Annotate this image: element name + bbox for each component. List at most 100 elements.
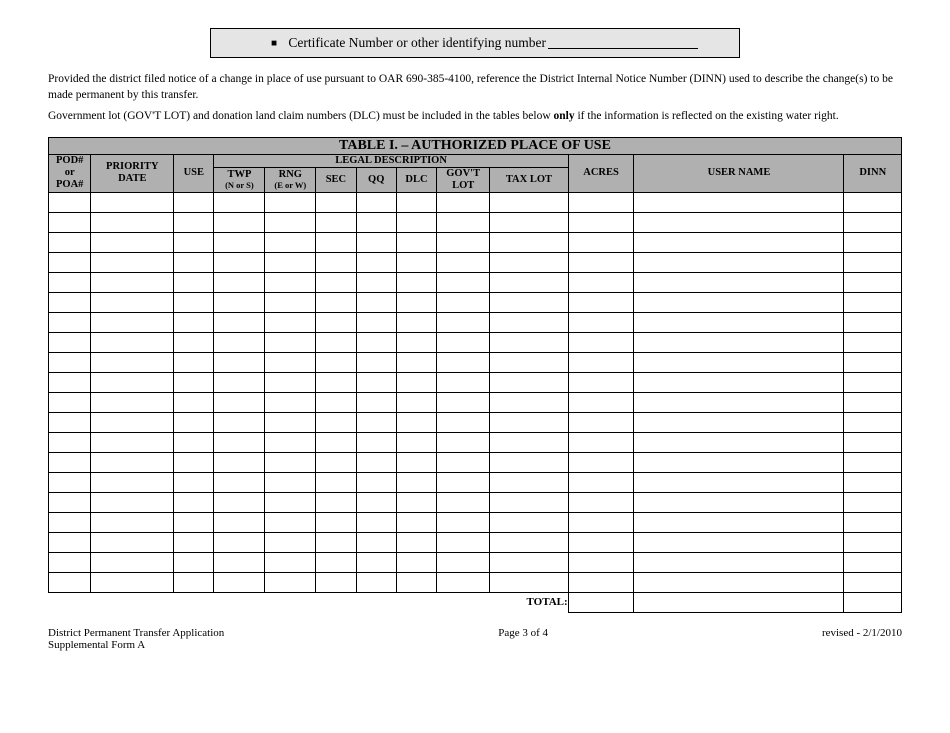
table-cell[interactable]: [634, 192, 844, 212]
table-cell[interactable]: [490, 212, 569, 232]
table-cell[interactable]: [844, 532, 902, 552]
table-cell[interactable]: [174, 352, 214, 372]
table-cell[interactable]: [214, 512, 265, 532]
table-cell[interactable]: [634, 312, 844, 332]
table-cell[interactable]: [91, 472, 174, 492]
table-cell[interactable]: [568, 432, 634, 452]
table-cell[interactable]: [91, 432, 174, 452]
table-cell[interactable]: [49, 412, 91, 432]
table-cell[interactable]: [316, 192, 356, 212]
table-cell[interactable]: [490, 392, 569, 412]
table-cell[interactable]: [91, 512, 174, 532]
table-cell[interactable]: [490, 432, 569, 452]
table-cell[interactable]: [844, 272, 902, 292]
table-cell[interactable]: [316, 352, 356, 372]
table-cell[interactable]: [265, 272, 316, 292]
table-cell[interactable]: [174, 232, 214, 252]
table-cell[interactable]: [265, 212, 316, 232]
table-cell[interactable]: [316, 412, 356, 432]
table-cell[interactable]: [316, 472, 356, 492]
table-cell[interactable]: [356, 252, 396, 272]
table-cell[interactable]: [396, 472, 436, 492]
table-cell[interactable]: [634, 532, 844, 552]
table-cell[interactable]: [91, 252, 174, 272]
table-cell[interactable]: [49, 352, 91, 372]
table-cell[interactable]: [214, 392, 265, 412]
table-cell[interactable]: [49, 192, 91, 212]
table-cell[interactable]: [396, 272, 436, 292]
table-cell[interactable]: [437, 492, 490, 512]
table-cell[interactable]: [568, 492, 634, 512]
table-cell[interactable]: [844, 352, 902, 372]
table-cell[interactable]: [356, 432, 396, 452]
table-cell[interactable]: [214, 252, 265, 272]
table-cell[interactable]: [214, 212, 265, 232]
table-cell[interactable]: [437, 532, 490, 552]
table-cell[interactable]: [844, 492, 902, 512]
table-cell[interactable]: [490, 232, 569, 252]
table-cell[interactable]: [490, 512, 569, 532]
table-cell[interactable]: [91, 412, 174, 432]
table-cell[interactable]: [316, 312, 356, 332]
table-cell[interactable]: [265, 452, 316, 472]
table-cell[interactable]: [396, 492, 436, 512]
table-cell[interactable]: [634, 292, 844, 312]
table-cell[interactable]: [49, 452, 91, 472]
total-cell[interactable]: [634, 592, 844, 612]
table-cell[interactable]: [316, 332, 356, 352]
table-cell[interactable]: [316, 292, 356, 312]
table-cell[interactable]: [568, 312, 634, 332]
table-cell[interactable]: [356, 272, 396, 292]
table-cell[interactable]: [396, 532, 436, 552]
table-cell[interactable]: [214, 432, 265, 452]
table-cell[interactable]: [49, 432, 91, 452]
table-cell[interactable]: [437, 392, 490, 412]
table-cell[interactable]: [265, 372, 316, 392]
table-cell[interactable]: [174, 512, 214, 532]
table-cell[interactable]: [174, 572, 214, 592]
table-cell[interactable]: [174, 192, 214, 212]
table-cell[interactable]: [356, 512, 396, 532]
table-cell[interactable]: [91, 372, 174, 392]
table-cell[interactable]: [844, 292, 902, 312]
table-cell[interactable]: [49, 552, 91, 572]
table-cell[interactable]: [396, 192, 436, 212]
table-cell[interactable]: [356, 232, 396, 252]
table-cell[interactable]: [396, 512, 436, 532]
table-cell[interactable]: [844, 412, 902, 432]
table-cell[interactable]: [437, 232, 490, 252]
table-cell[interactable]: [396, 232, 436, 252]
table-cell[interactable]: [490, 272, 569, 292]
table-cell[interactable]: [174, 472, 214, 492]
table-cell[interactable]: [265, 492, 316, 512]
table-cell[interactable]: [49, 252, 91, 272]
table-cell[interactable]: [844, 192, 902, 212]
table-cell[interactable]: [91, 232, 174, 252]
table-cell[interactable]: [174, 212, 214, 232]
table-cell[interactable]: [490, 292, 569, 312]
table-cell[interactable]: [356, 292, 396, 312]
table-cell[interactable]: [214, 552, 265, 572]
table-cell[interactable]: [356, 452, 396, 472]
table-cell[interactable]: [49, 292, 91, 312]
table-cell[interactable]: [437, 552, 490, 572]
table-cell[interactable]: [844, 552, 902, 572]
table-cell[interactable]: [91, 572, 174, 592]
table-cell[interactable]: [844, 332, 902, 352]
table-cell[interactable]: [634, 212, 844, 232]
table-cell[interactable]: [356, 212, 396, 232]
table-cell[interactable]: [396, 412, 436, 432]
table-cell[interactable]: [265, 532, 316, 552]
table-cell[interactable]: [490, 352, 569, 372]
table-cell[interactable]: [91, 492, 174, 512]
table-cell[interactable]: [490, 572, 569, 592]
table-cell[interactable]: [490, 372, 569, 392]
table-cell[interactable]: [316, 552, 356, 572]
table-cell[interactable]: [91, 312, 174, 332]
table-cell[interactable]: [634, 352, 844, 372]
table-cell[interactable]: [568, 472, 634, 492]
table-cell[interactable]: [568, 332, 634, 352]
table-cell[interactable]: [49, 472, 91, 492]
table-cell[interactable]: [490, 492, 569, 512]
table-cell[interactable]: [634, 472, 844, 492]
